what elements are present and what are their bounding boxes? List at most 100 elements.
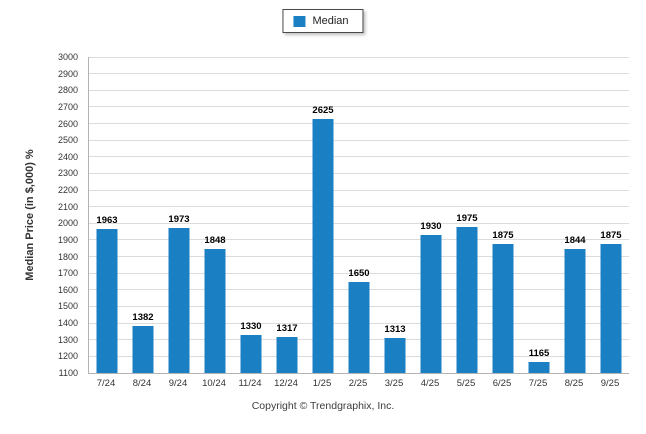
x-tick-label: 3/25 xyxy=(384,378,404,389)
bar-value-label: 1165 xyxy=(528,348,550,360)
y-tick-label: 1500 xyxy=(57,301,78,312)
x-axis-ticks: 7/24 8/24 9/24 10/24 11/24 12/24 1/25 2/25 3/25 4… xyxy=(88,378,628,389)
bar xyxy=(456,227,478,373)
x-tick-label: 5/25 xyxy=(456,378,476,389)
bar-group: 1848 xyxy=(197,57,233,373)
y-tick-label: 1200 xyxy=(57,351,78,362)
plot-area: 1963 1382 1973 1848 1330 1317 2625 1650 1313 1930… xyxy=(88,56,629,374)
bar-group: 1650 xyxy=(341,57,377,373)
bar-group: 2625 xyxy=(305,57,341,373)
gridline xyxy=(89,256,629,258)
bar-group: 1963 xyxy=(89,57,125,373)
bar-value-label: 1650 xyxy=(348,267,370,279)
legend: Median xyxy=(282,9,364,33)
bar-value-label: 1975 xyxy=(456,213,478,225)
bar xyxy=(132,326,154,373)
gridline xyxy=(89,206,629,208)
x-tick-label: 7/25 xyxy=(528,378,548,389)
y-tick-label: 1600 xyxy=(57,284,78,295)
x-tick-label: 7/24 xyxy=(96,378,116,389)
bar-value-label: 1317 xyxy=(276,322,298,334)
gridline xyxy=(89,272,629,274)
x-tick-label: 8/25 xyxy=(564,378,584,389)
bar xyxy=(600,244,622,373)
x-tick-label: 10/24 xyxy=(202,378,226,389)
legend-swatch-median xyxy=(293,15,306,27)
x-tick-label: 6/25 xyxy=(492,378,512,389)
gridline xyxy=(89,139,629,141)
gridline xyxy=(89,89,629,91)
gridline xyxy=(89,106,629,108)
y-tick-label: 2900 xyxy=(57,68,78,79)
y-tick-label: 2800 xyxy=(57,85,78,96)
gridline xyxy=(89,222,629,224)
y-tick-label: 2600 xyxy=(57,118,78,129)
x-tick-label: 9/24 xyxy=(168,378,188,389)
bar xyxy=(384,337,406,373)
y-tick-label: 1700 xyxy=(57,268,78,279)
y-tick-label: 1100 xyxy=(58,368,78,378)
bar-group: 1844 xyxy=(557,57,593,373)
y-tick-label: 1900 xyxy=(57,234,78,245)
gridline xyxy=(89,73,629,75)
bar-value-label: 1875 xyxy=(492,230,514,242)
bar-group: 1975 xyxy=(449,57,485,373)
bar-value-label: 1973 xyxy=(168,213,190,225)
copyright-text: Copyright © Trendgraphix, Inc. xyxy=(251,400,395,412)
bar-group: 1317 xyxy=(269,57,305,373)
x-tick-label: 9/25 xyxy=(600,378,620,389)
bar-value-label: 1930 xyxy=(420,220,442,232)
bar-group: 1875 xyxy=(485,57,521,373)
bar-group: 1382 xyxy=(125,57,161,373)
bar xyxy=(528,362,550,373)
y-tick-label: 2200 xyxy=(57,185,78,196)
bar xyxy=(564,249,586,373)
gridline xyxy=(89,189,629,191)
bar-group: 1875 xyxy=(593,57,629,373)
y-tick-label: 1400 xyxy=(57,318,78,329)
bar xyxy=(96,229,118,373)
x-tick-label: 2/25 xyxy=(348,378,368,389)
bar-value-label: 2625 xyxy=(312,105,334,117)
y-tick-label: 2300 xyxy=(57,168,78,179)
bar-value-label: 1844 xyxy=(564,235,586,247)
y-axis-ticks: 1100 1200 1300 1400 1500 1600 1700 1800 1900 2000… xyxy=(0,52,82,378)
y-tick-label: 2500 xyxy=(57,135,78,146)
legend-label: Median xyxy=(312,15,349,27)
bar xyxy=(276,336,298,373)
bar xyxy=(312,119,334,373)
bar-group: 1165 xyxy=(521,57,557,373)
x-tick-label: 12/24 xyxy=(274,378,298,389)
x-tick-label: 11/24 xyxy=(238,378,262,389)
y-tick-label: 2000 xyxy=(57,218,78,229)
y-tick-label: 3000 xyxy=(57,52,78,62)
gridline xyxy=(89,156,629,158)
bar xyxy=(420,234,442,373)
gridline xyxy=(89,56,629,58)
bar-value-label: 1313 xyxy=(384,323,406,335)
bar-value-label: 1848 xyxy=(204,234,226,246)
bar xyxy=(492,244,514,373)
bar-value-label: 1382 xyxy=(132,312,154,324)
y-tick-label: 2400 xyxy=(57,151,78,162)
x-tick-label: 4/25 xyxy=(420,378,440,389)
y-tick-label: 1800 xyxy=(57,251,78,262)
bar-group: 1313 xyxy=(377,57,413,373)
bar-value-label: 1330 xyxy=(240,320,262,332)
bar xyxy=(240,334,262,373)
bar xyxy=(168,227,190,373)
y-tick-label: 2100 xyxy=(57,201,78,212)
x-tick-label: 8/24 xyxy=(132,378,152,389)
bar-group: 1330 xyxy=(233,57,269,373)
bar-value-label: 1963 xyxy=(96,215,118,227)
bar xyxy=(204,248,226,373)
y-tick-label: 2700 xyxy=(57,101,78,112)
bar-group: 1930 xyxy=(413,57,449,373)
bar xyxy=(348,281,370,373)
gridline xyxy=(89,239,629,241)
y-tick-label: 1300 xyxy=(57,334,78,345)
gridline xyxy=(89,123,629,125)
bar-group: 1973 xyxy=(161,57,197,373)
gridline xyxy=(89,172,629,174)
